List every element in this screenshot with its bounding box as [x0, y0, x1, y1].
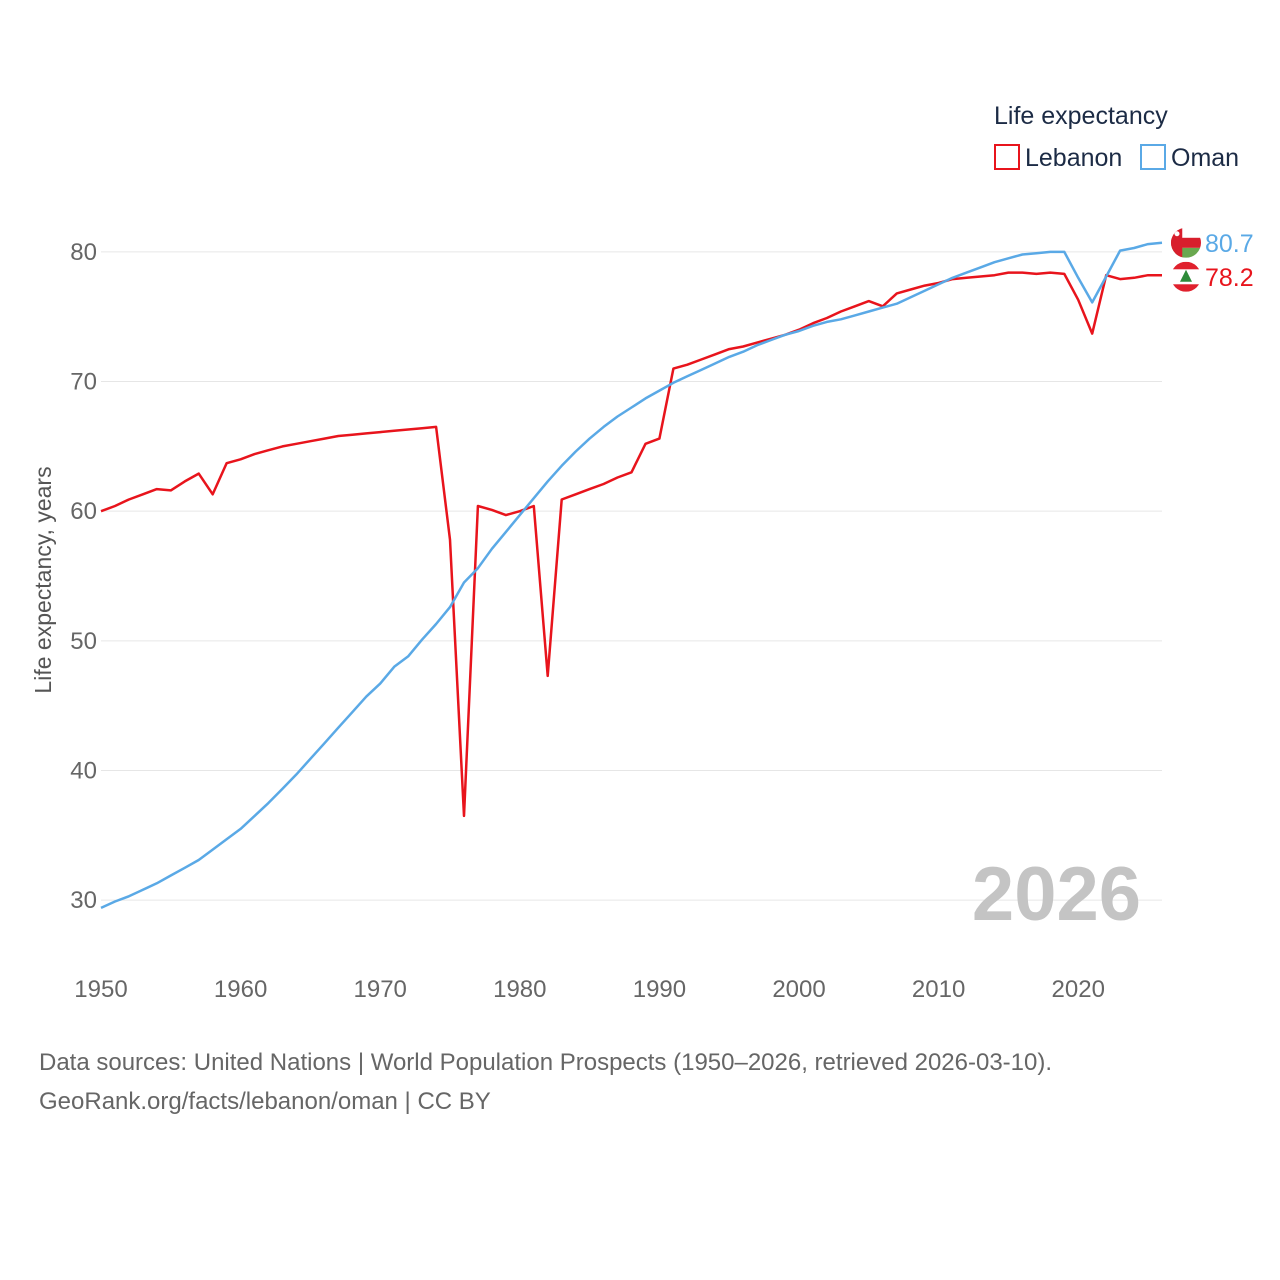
y-tick-label-40: 40 [70, 758, 97, 785]
legend-swatch-lebanon [994, 144, 1020, 170]
oman-flag-icon [1171, 227, 1201, 258]
legend: Life expectancy Lebanon Oman [994, 102, 1239, 172]
end-value-label-oman: 80.7 [1205, 230, 1254, 258]
x-tick-label-1980: 1980 [493, 976, 546, 1003]
grid-lines [101, 251, 1162, 901]
current-year-stamp: 2026 [972, 852, 1141, 937]
y-tick-label-50: 50 [70, 628, 97, 655]
legend-item-lebanon[interactable]: Lebanon [994, 144, 1122, 172]
y-tick-label-60: 60 [70, 498, 97, 525]
x-tick-label-1960: 1960 [214, 976, 267, 1003]
footer: Data sources: United Nations | World Pop… [39, 1043, 1052, 1121]
y-tick-label-80: 80 [70, 239, 97, 266]
legend-item-oman[interactable]: Oman [1140, 144, 1239, 172]
series-lines [100, 241, 1163, 910]
source-link[interactable]: GeoRank.org/facts/lebanon/oman | CC BY [39, 1088, 491, 1115]
lebanon-flag-icon [1171, 261, 1201, 292]
legend-swatch-oman [1140, 144, 1166, 170]
x-tick-label-2000: 2000 [772, 976, 825, 1003]
data-source-note: Data sources: United Nations | World Pop… [39, 1049, 1053, 1076]
legend-label-lebanon: Lebanon [1025, 144, 1122, 172]
series-line-oman[interactable] [100, 241, 1163, 910]
x-tick-label-1990: 1990 [633, 976, 686, 1003]
x-axis-ticks: 1950 1960 1970 1980 1990 2000 2010 2020 [74, 976, 1105, 1003]
y-tick-label-70: 70 [70, 369, 97, 396]
legend-title: Life expectancy [994, 102, 1168, 130]
x-tick-label-1970: 1970 [354, 976, 407, 1003]
legend-label-oman: Oman [1171, 144, 1239, 172]
life-expectancy-chart: 30 40 50 60 70 80 1950 1960 1970 1980 1990 2000 201… [30, 102, 1254, 1003]
y-tick-label-30: 30 [70, 887, 97, 914]
x-tick-label-1950: 1950 [74, 976, 127, 1003]
y-axis-ticks: 30 40 50 60 70 80 [70, 239, 97, 914]
end-value-label-lebanon: 78.2 [1205, 264, 1254, 292]
x-tick-label-2020: 2020 [1052, 976, 1105, 1003]
y-axis-title: Life expectancy, years [30, 466, 56, 693]
end-markers: 78.2 80.7 [1171, 227, 1254, 292]
x-tick-label-2010: 2010 [912, 976, 965, 1003]
series-line-lebanon[interactable] [100, 271, 1162, 818]
